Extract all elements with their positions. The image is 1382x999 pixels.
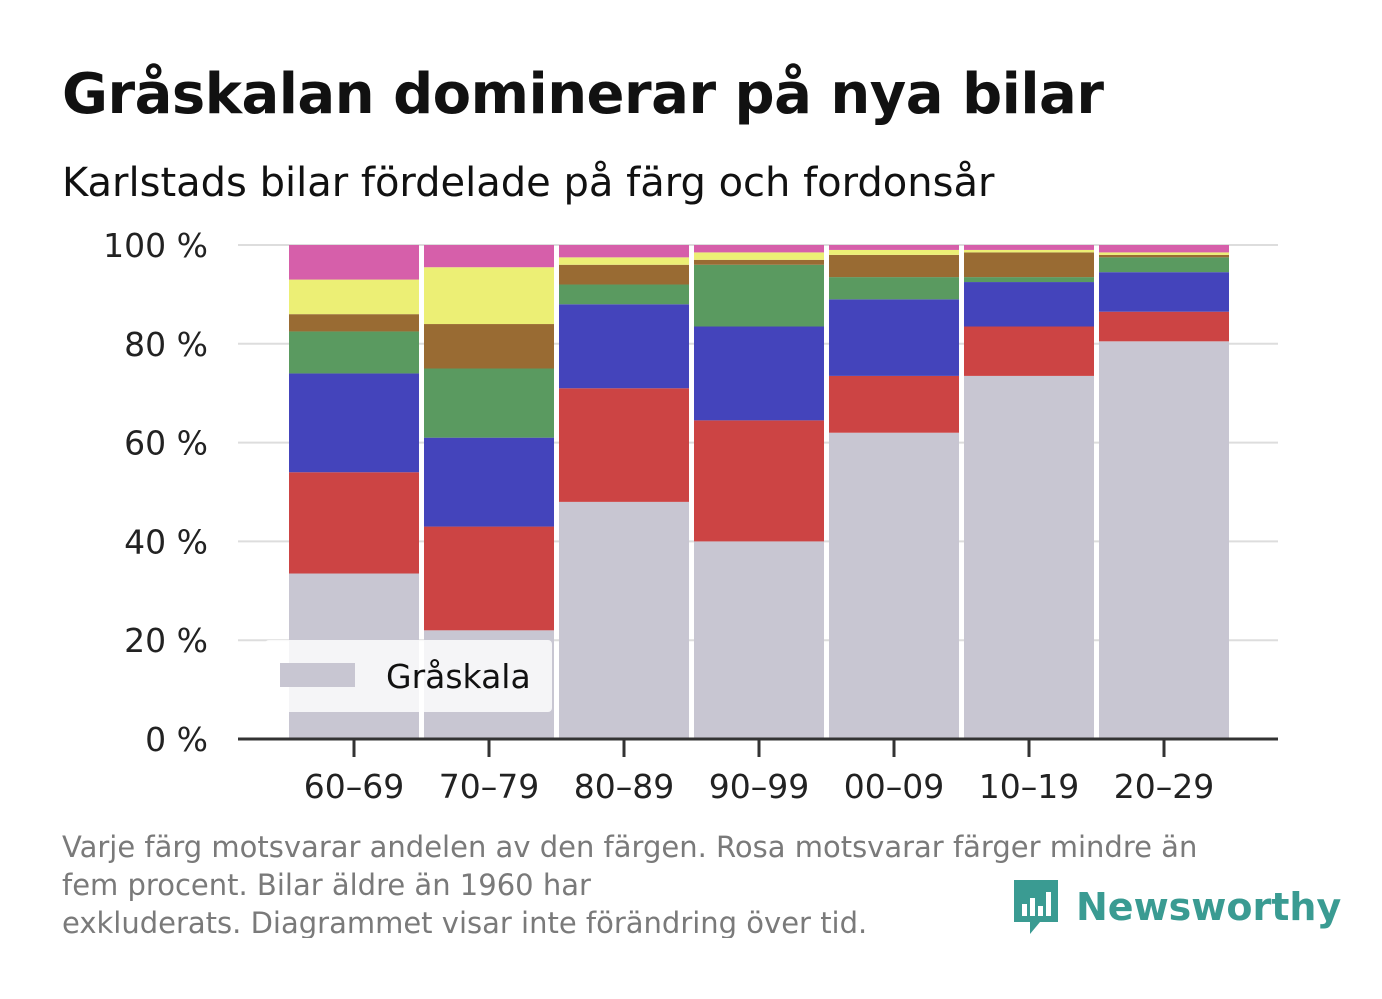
bar-segment — [289, 331, 419, 374]
bar-segment — [829, 299, 959, 376]
bar-segment — [964, 277, 1094, 283]
bar-segment — [1099, 272, 1229, 312]
bar-segment — [694, 264, 824, 327]
bar-segment — [559, 264, 689, 285]
bar-segment — [1099, 245, 1229, 253]
brand-logo: Newsworthy — [1010, 876, 1341, 938]
bar-segment — [694, 252, 824, 260]
bar-segment — [964, 375, 1094, 739]
bar-segment — [289, 373, 419, 473]
bar-segment — [694, 245, 824, 253]
bar-segment — [1099, 257, 1229, 273]
bar-segment — [289, 245, 419, 280]
y-tick-label: 20 % — [124, 621, 208, 660]
x-tick-label: 70–79 — [439, 767, 539, 806]
bar-segment — [289, 314, 419, 332]
bar-segment — [559, 257, 689, 265]
footnote: Varje färg motsvarar andelen av den färg… — [62, 828, 1302, 938]
bar-segment — [559, 284, 689, 305]
bar-segment — [424, 245, 554, 268]
bar-segment — [289, 472, 419, 574]
legend-swatch — [280, 663, 355, 687]
legend-label: Gråskala — [386, 657, 531, 696]
bar-segment — [559, 388, 689, 502]
bar-segment — [424, 437, 554, 527]
bar-segment — [424, 267, 554, 325]
y-tick-label: 80 % — [124, 325, 208, 364]
footnote-line-2: fem procent. Bilar äldre än 1960 har — [62, 868, 591, 902]
brand-name: Newsworthy — [1076, 885, 1342, 929]
bar-segment — [964, 249, 1094, 253]
bar-segment — [829, 432, 959, 739]
x-tick-label: 60–69 — [304, 767, 404, 806]
footnote-line-1: Varje färg motsvarar andelen av den färg… — [62, 830, 1198, 864]
newsworthy-logo-icon — [1014, 880, 1058, 934]
y-tick-label: 40 % — [124, 522, 208, 561]
y-tick-label: 0 % — [145, 720, 208, 759]
bar-segment — [829, 245, 959, 250]
bar-segment — [964, 326, 1094, 376]
bar-segment — [829, 249, 959, 255]
bar-segment — [1099, 311, 1229, 342]
bar-segment — [694, 541, 824, 739]
bar-segment — [1099, 252, 1229, 255]
y-tick-label: 60 % — [124, 424, 208, 463]
bar-segment — [829, 375, 959, 433]
x-tick-label: 90–99 — [709, 767, 809, 806]
bar-segment — [694, 420, 824, 542]
legend-box — [265, 640, 552, 712]
x-tick-label: 20–29 — [1114, 767, 1214, 806]
x-tick-label: 80–89 — [574, 767, 674, 806]
bar-segment — [1099, 341, 1229, 739]
bar-segment — [964, 252, 1094, 278]
bar-segment — [559, 501, 689, 739]
bar-segment — [829, 277, 959, 300]
bar-segment — [424, 324, 554, 369]
bar-segment — [964, 282, 1094, 327]
bar-segment — [559, 245, 689, 258]
bar-segment — [289, 279, 419, 315]
bar-segment — [694, 259, 824, 265]
bar-segment — [559, 304, 689, 389]
chart-subtitle: Karlstads bilar fördelade på färg och fo… — [62, 160, 995, 206]
footnote-line-3: exkluderats. Diagrammet visar inte förän… — [62, 906, 868, 938]
bar-segment — [829, 254, 959, 278]
bar-segment — [694, 326, 824, 421]
bar-segment — [424, 368, 554, 438]
bar-segment — [964, 245, 1094, 250]
bar-segment — [1099, 254, 1229, 258]
chart-title: Gråskalan dominerar på nya bilar — [62, 62, 1104, 127]
x-tick-label: 10–19 — [979, 767, 1079, 806]
y-tick-label: 100 % — [103, 226, 208, 265]
x-tick-label: 00–09 — [844, 767, 944, 806]
bar-segment — [424, 526, 554, 631]
